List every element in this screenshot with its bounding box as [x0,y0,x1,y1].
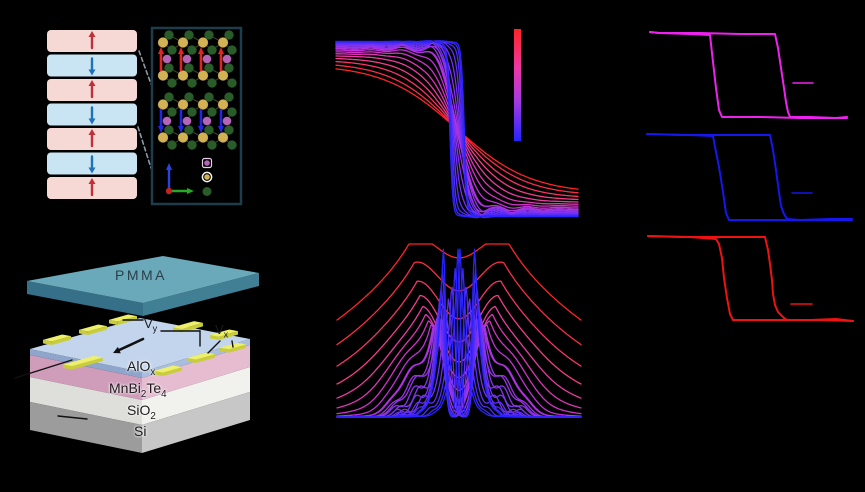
alox-label: AlOx [127,358,155,378]
mbt-4: 4 [161,388,167,400]
vy-sub: y [152,323,158,334]
mnbi2te4-label: MnBi2Te4 [109,380,167,400]
mbt-2: 2 [140,388,147,400]
alox-sub: x [150,366,156,378]
pmma-label: PMMA [115,267,167,283]
vx-label: Vx [215,322,228,340]
panel-b-device-schematic [14,256,259,453]
vy-label: Vy [144,316,157,334]
vy-base: V [144,316,153,331]
sio2-base: SiO [127,402,151,418]
si-text: Si [134,423,147,439]
mbt-3: Te [146,380,162,396]
panel-d-longitudinal-resistance-chart [336,243,582,418]
alox-base: AlO [127,358,151,374]
pmma-text: PMMA [115,267,167,283]
si-label: Si [134,423,146,439]
sio2-label: SiO2 [127,402,156,422]
panel-c-hall-hysteresis-chart [335,29,579,219]
sio2-sub: 2 [150,410,156,422]
mbt-1: MnBi [109,380,141,396]
panel-a-afm-stack-and-crystal [47,26,243,206]
vx-base: V [215,322,224,337]
vx-sub: x [223,329,229,340]
panel-e-hysteresis-loops-chart [646,31,854,322]
